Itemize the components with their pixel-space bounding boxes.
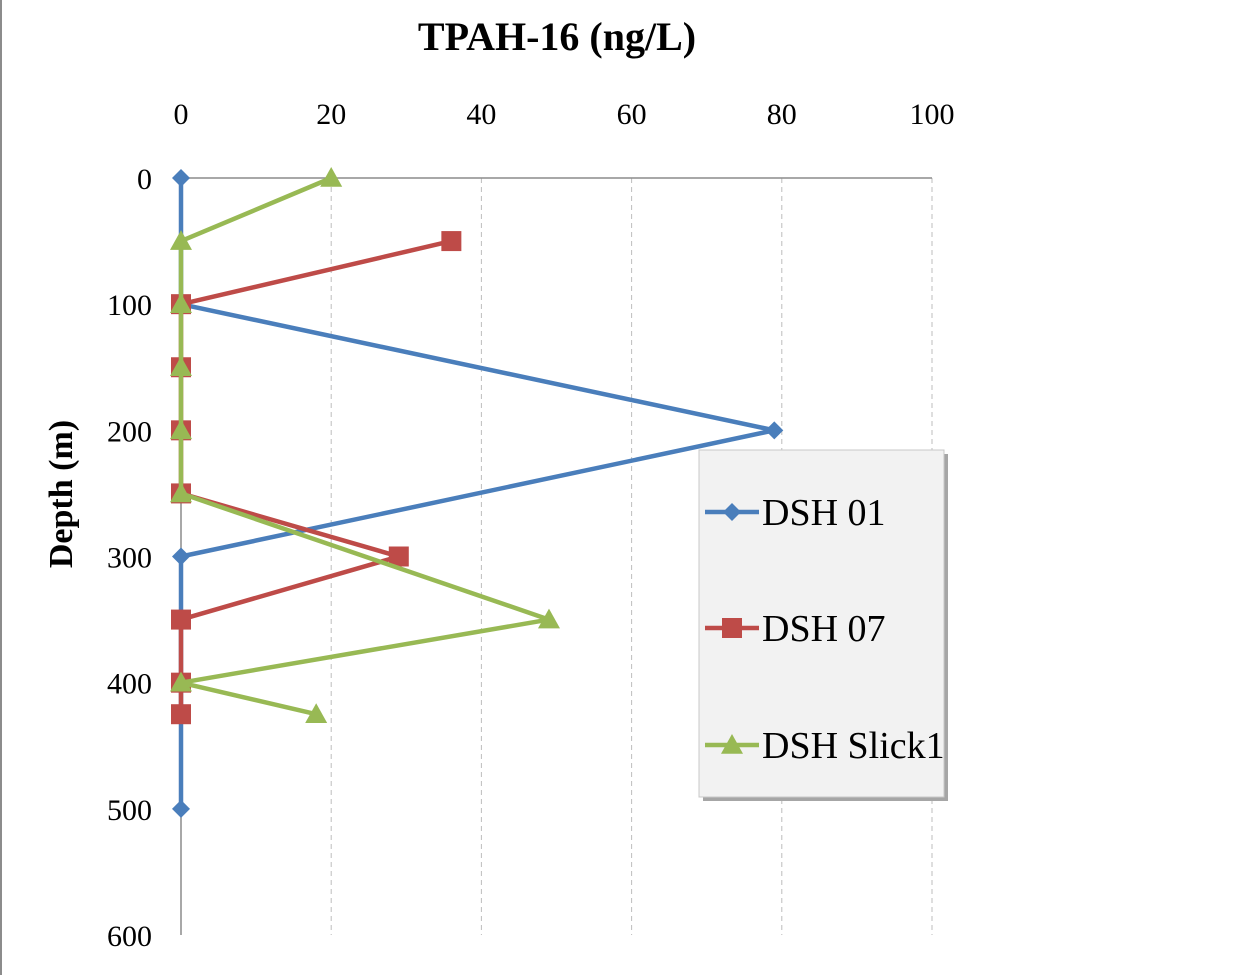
data-point-dsh-slick1	[170, 482, 192, 503]
data-point-dsh-slick1	[170, 356, 192, 377]
data-point-dsh-slick1	[170, 230, 192, 250]
x-tick-labels: 0 20 40 60 80 100	[174, 98, 955, 131]
chart-title: TPAH-16 (ng/L)	[418, 14, 696, 59]
x-tick-label: 20	[316, 98, 346, 131]
y-tick-label: 200	[107, 415, 152, 448]
plot-series	[170, 167, 784, 818]
series-line-dsh-01	[178, 178, 777, 809]
y-tick-label: 0	[137, 163, 152, 196]
data-point-dsh-slick1	[170, 293, 192, 313]
data-point-dsh-07	[171, 609, 191, 630]
data-point-dsh-01	[172, 547, 190, 566]
y-tick-label: 500	[107, 794, 152, 827]
x-tick-label: 0	[174, 98, 189, 131]
data-point-dsh-slick1	[305, 703, 328, 724]
data-point-dsh-01	[172, 169, 190, 187]
y-tick-label: 300	[107, 542, 152, 575]
legend-label: DSH 01	[762, 492, 886, 534]
y-tick-labels: 0 100 200 300 400 500 600	[107, 163, 152, 953]
data-point-dsh-01	[172, 799, 190, 818]
legend: DSH 01 DSH 07 DSH Slick1	[698, 449, 948, 801]
legend-label: DSH 07	[762, 608, 886, 650]
legend-marker-dsh-slick1	[721, 734, 743, 754]
data-point-dsh-slick1	[320, 167, 343, 187]
data-point-dsh-01	[765, 421, 784, 440]
y-tick-label: 400	[107, 668, 152, 701]
data-point-dsh-07	[171, 704, 191, 725]
data-point-dsh-07	[388, 546, 409, 567]
legend-marker-dsh-01	[723, 503, 741, 521]
series-line-dsh-slick1	[178, 175, 552, 717]
y-tick-label: 600	[107, 920, 152, 953]
legend-label: DSH Slick1	[762, 725, 945, 767]
x-tick-label: 100	[910, 98, 955, 131]
data-point-dsh-slick1	[537, 608, 560, 629]
x-tick-label: 60	[617, 98, 647, 131]
data-point-dsh-07	[441, 231, 462, 252]
x-tick-label: 40	[466, 98, 496, 131]
y-axis-label: Depth (m)	[43, 420, 80, 568]
data-point-dsh-slick1	[170, 671, 192, 692]
x-tick-label: 80	[767, 98, 797, 131]
y-tick-label: 100	[107, 289, 152, 322]
legend-marker-dsh-07	[722, 618, 742, 638]
data-point-dsh-slick1	[170, 419, 192, 440]
